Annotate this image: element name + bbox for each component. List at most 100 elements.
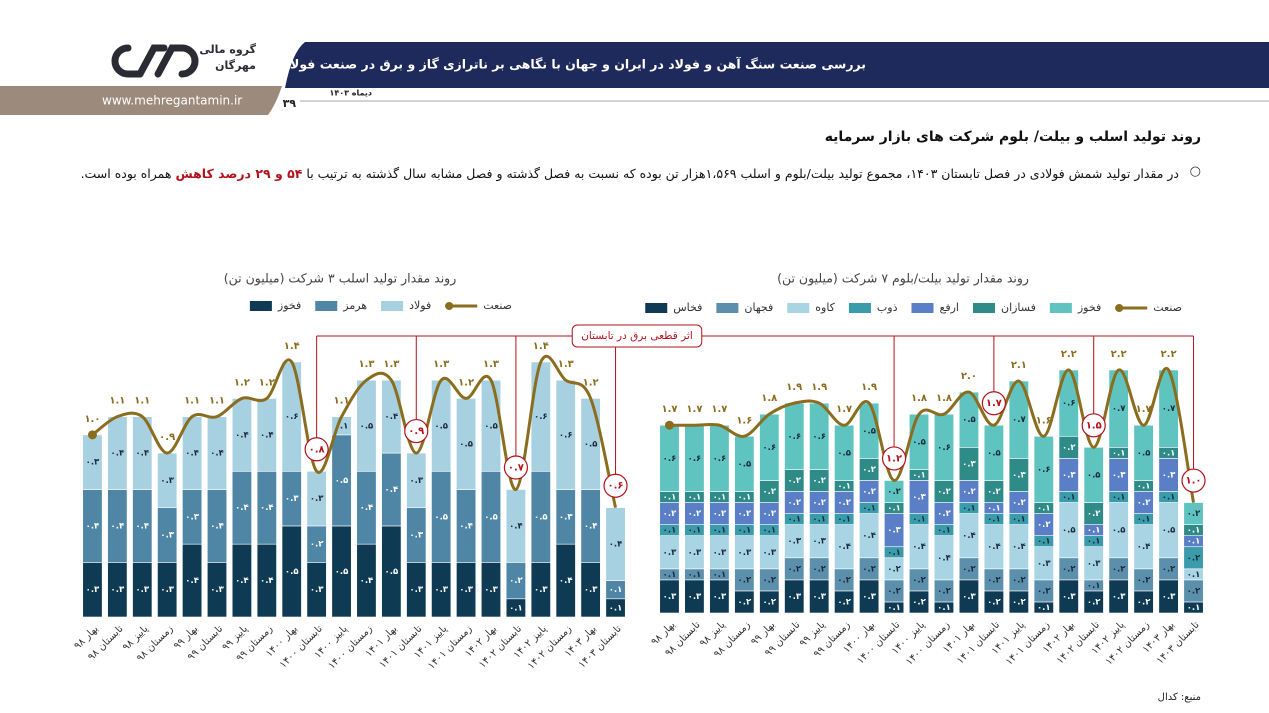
legend-label: فخاس <box>673 301 702 314</box>
segment-label: ۰.۳ <box>787 537 801 547</box>
segment-label: ۰.۱ <box>862 504 876 514</box>
segment-label: ۰.۴ <box>111 449 125 459</box>
segment-label: ۰.۴ <box>86 521 100 531</box>
segment-label: ۰.۱ <box>1062 493 1076 503</box>
line-value-label: ۰.۷ <box>508 463 524 474</box>
line-value-label: ۱.۲ <box>583 377 599 388</box>
segment-label: ۰.۲ <box>1137 575 1151 585</box>
segment-label: ۰.۴ <box>837 542 851 552</box>
paragraph-highlight: ۵۴ و ۲۹ درصد کاهش <box>175 166 303 181</box>
url-band <box>0 86 282 115</box>
segment-label: ۰.۲ <box>987 597 1001 607</box>
legend-label: فخوز <box>1077 301 1101 314</box>
segment-label: ۰.۵ <box>484 421 498 431</box>
legend-label: هرمز <box>342 299 367 312</box>
segment-label: ۰.۳ <box>185 512 199 522</box>
line-value-label: ۱.۸ <box>936 393 952 404</box>
segment-label: ۰.۱ <box>688 570 702 580</box>
line-value-label: ۱.۱ <box>109 396 125 407</box>
segment-label: ۰.۳ <box>160 476 174 486</box>
line-value-label: ۱.۱ <box>184 396 200 407</box>
section-title: روند تولید اسلب و بیلت/ بلوم شرکت های با… <box>825 129 1201 145</box>
segment-label: ۰.۱ <box>1112 493 1126 503</box>
segment-label: ۰.۴ <box>360 576 374 586</box>
segment-label: ۰.۶ <box>812 432 826 442</box>
segment-label: ۰.۷ <box>1112 404 1126 414</box>
segment-label: ۰.۱ <box>912 470 926 480</box>
segment-label: ۰.۵ <box>962 415 976 425</box>
segment-label: ۰.۶ <box>1037 465 1051 475</box>
segment-label: ۰.۵ <box>1137 448 1151 458</box>
segment-label: ۰.۱ <box>663 493 677 503</box>
segment-label: ۰.۱ <box>887 603 901 613</box>
segment-label: ۰.۲ <box>1062 564 1076 574</box>
segment-label: ۰.۱ <box>713 570 727 580</box>
legend-swatch <box>787 303 810 313</box>
segment-label: ۰.۱ <box>713 493 727 503</box>
source-note: منبع: کدال <box>1158 692 1201 703</box>
segment-label: ۰.۱ <box>887 548 901 558</box>
title-band <box>285 42 1269 88</box>
segment-label: ۰.۴ <box>385 485 399 495</box>
segment-label: ۰.۶ <box>937 443 951 453</box>
segment-label: ۰.۲ <box>987 487 1001 497</box>
segment-label: ۰.۱ <box>713 526 727 536</box>
legend-swatch <box>381 301 404 311</box>
segment-label: ۰.۲ <box>837 597 851 607</box>
segment-label: ۰.۶ <box>285 412 299 422</box>
logo-text: گروه مالی <box>199 43 256 56</box>
segment-label: ۰.۴ <box>584 521 598 531</box>
segment-label: ۰.۵ <box>335 476 349 486</box>
segment-label: ۰.۲ <box>762 509 776 519</box>
segment-label: ۰.۴ <box>210 521 224 531</box>
segment-label: ۰.۴ <box>459 521 473 531</box>
chart-title: روند مقدار تولید اسلب ۳ شرکت (میلیون تن) <box>224 271 457 287</box>
segment-label: ۰.۵ <box>335 567 349 577</box>
segment-label: ۰.۷ <box>1162 404 1176 414</box>
segment-label: ۰.۴ <box>912 542 926 552</box>
segment-label: ۰.۵ <box>862 426 876 436</box>
segment-label: ۰.۴ <box>235 576 249 586</box>
segment-label: ۰.۴ <box>185 449 199 459</box>
segment-label: ۰.۱ <box>837 481 851 491</box>
segment-label: ۰.۲ <box>937 509 951 519</box>
line-value-label: ۱.۷ <box>711 404 727 415</box>
line-value-label: ۱.۴ <box>284 341 300 352</box>
segment-label: ۰.۱ <box>937 526 951 536</box>
segment-label: ۰.۱ <box>738 493 752 503</box>
line-start-marker <box>87 430 97 440</box>
line-value-label: ۰.۸ <box>309 444 325 455</box>
segment-label: ۰.۴ <box>509 521 523 531</box>
segment-label: ۰.۳ <box>812 592 826 602</box>
segment-label: ۰.۴ <box>1012 542 1026 552</box>
segment-label: ۰.۶ <box>688 454 702 464</box>
segment-label: ۰.۲ <box>787 498 801 508</box>
line-value-label: ۱.۲ <box>886 453 902 464</box>
legend-swatch <box>645 303 668 313</box>
segment-label: ۰.۵ <box>1087 470 1101 480</box>
line-value-label: ۲.۲ <box>1061 349 1077 360</box>
line-value-label: ۱.۷ <box>986 398 1002 409</box>
segment-label: ۰.۱ <box>1037 537 1051 547</box>
paragraph: در مقدار تولید شمش فولادی در فصل تابستان… <box>69 165 1179 182</box>
segment-label: ۰.۳ <box>962 459 976 469</box>
paragraph-text: در مقدار تولید شمش فولادی در فصل تابستان… <box>302 166 1179 181</box>
line-value-label: ۱.۸ <box>761 393 777 404</box>
segment-label: ۰.۵ <box>434 421 448 431</box>
segment-label: ۰.۲ <box>937 487 951 497</box>
segment-label: ۰.۲ <box>862 487 876 497</box>
segment-label: ۰.۳ <box>409 585 423 595</box>
segment-label: ۰.۲ <box>738 575 752 585</box>
segment-label: ۰.۲ <box>987 575 1001 585</box>
segment-label: ۰.۱ <box>1087 581 1101 591</box>
segment-label: ۰.۲ <box>509 576 523 586</box>
line-value-label: ۱.۷ <box>686 404 702 415</box>
line-value-label: ۱.۳ <box>358 359 374 370</box>
line-value-label: ۰.۶ <box>608 481 624 492</box>
segment-label: ۰.۱ <box>688 493 702 503</box>
segment-label: ۰.۵ <box>534 512 548 522</box>
segment-label: ۰.۲ <box>1187 586 1201 596</box>
legend-swatch <box>972 303 995 313</box>
legend-swatch <box>911 303 934 313</box>
line-value-label: ۱.۰ <box>1186 476 1202 487</box>
